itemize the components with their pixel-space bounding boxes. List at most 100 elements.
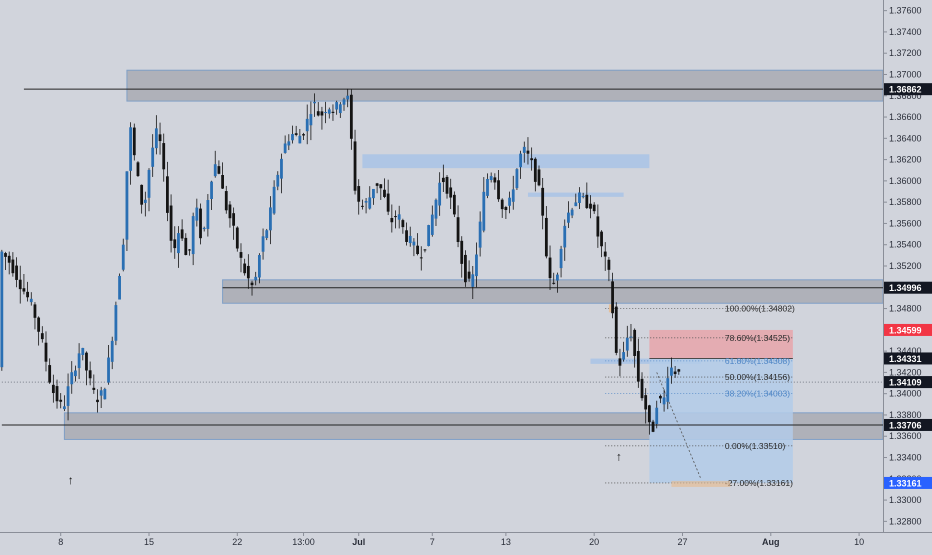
price-tag[interactable] [884,83,932,96]
candle-up[interactable] [121,244,125,270]
candle-down[interactable] [158,134,162,142]
candle-down[interactable] [445,176,449,194]
candle-down[interactable] [379,184,383,189]
candle-down[interactable] [162,143,166,170]
candle-down[interactable] [360,205,364,207]
candle-down[interactable] [614,306,618,353]
candle-up[interactable] [213,164,217,177]
candle-down[interactable] [228,204,232,219]
candle-up[interactable] [666,378,670,402]
candle-up[interactable] [202,227,206,230]
candle-up[interactable] [151,147,155,167]
price-tag[interactable] [884,418,932,431]
candle-up[interactable] [309,114,313,126]
candle-down[interactable] [592,204,596,212]
candle-down[interactable] [633,329,637,356]
candle-down[interactable] [140,184,144,205]
candle-down[interactable] [294,133,298,135]
candle-down[interactable] [544,217,548,257]
candle-down[interactable] [169,205,173,241]
candle-down[interactable] [136,162,140,177]
price-tag[interactable] [884,476,932,489]
candle-up[interactable] [372,188,375,199]
candle-down[interactable] [85,352,88,371]
candle-up[interactable] [471,274,475,287]
candle-down[interactable] [423,249,427,251]
candle-up[interactable] [283,143,287,153]
candle-down[interactable] [537,169,541,186]
candle-up[interactable] [412,241,416,246]
candle-down[interactable] [18,279,22,290]
candle-down[interactable] [59,399,63,402]
candle-up[interactable] [276,174,280,187]
candle-up[interactable] [625,337,629,351]
candle-up[interactable] [578,192,581,203]
candle-up[interactable] [508,197,511,206]
candle-up[interactable] [99,390,103,396]
candle-down[interactable] [331,111,335,113]
candle-up[interactable] [66,386,70,406]
candle-up[interactable] [114,305,118,341]
candle-down[interactable] [235,227,239,249]
position-stop-zone[interactable] [649,329,793,359]
candle-up[interactable] [269,207,272,231]
candle-down[interactable] [375,183,379,186]
candle-up[interactable] [338,104,342,114]
candle-down[interactable] [548,257,552,279]
candle-down[interactable] [199,208,202,239]
candle-down[interactable] [55,386,59,402]
candle-down[interactable] [33,304,37,318]
candle-up[interactable] [482,191,486,231]
price-tag[interactable] [884,376,932,389]
candle-down[interactable] [96,399,99,403]
candle-up[interactable] [559,248,563,269]
candle-up[interactable] [327,109,331,114]
candle-down[interactable] [221,174,224,189]
candle-up[interactable] [177,233,180,254]
candle-up[interactable] [305,118,309,132]
candle-down[interactable] [302,134,305,136]
candle-down[interactable] [217,166,221,174]
candle-down[interactable] [533,158,537,182]
candle-up[interactable] [563,225,567,248]
candle-up[interactable] [662,397,666,405]
candle-down[interactable] [607,259,611,270]
candle-down[interactable] [541,187,545,216]
candle-down[interactable] [4,253,7,257]
candle-up[interactable] [335,102,339,110]
price-tag[interactable] [884,352,932,365]
candle-up[interactable] [324,112,328,114]
candle-down[interactable] [659,395,662,399]
candle-down[interactable] [353,141,357,191]
candle-down[interactable] [224,191,228,211]
candle-down[interactable] [618,358,622,366]
candle-up[interactable] [287,141,291,146]
candle-up[interactable] [622,352,626,360]
candle-up[interactable] [107,357,110,383]
candle-down[interactable] [644,395,648,410]
candle-down[interactable] [357,186,361,202]
candle-up[interactable] [210,181,213,200]
candle-up[interactable] [81,347,85,355]
candle-up[interactable] [342,99,346,105]
candle-down[interactable] [51,384,55,394]
candle-up[interactable] [0,251,4,368]
position-target-zone[interactable] [649,358,793,483]
candle-down[interactable] [464,254,467,283]
candle-up[interactable] [486,178,489,196]
candle-down[interactable] [530,158,534,161]
candle-down[interactable] [11,259,15,274]
candle-down[interactable] [239,252,243,258]
candle-down[interactable] [497,180,500,200]
candle-up[interactable] [438,182,442,206]
candle-up[interactable] [195,207,199,221]
candle-up[interactable] [430,214,434,235]
zone-gray-0[interactable] [126,69,884,102]
candle-up[interactable] [629,336,633,338]
candle-up[interactable] [62,406,66,410]
candle-down[interactable] [467,271,471,279]
candle-up[interactable] [272,186,276,214]
candle-up[interactable] [77,353,81,369]
candle-up[interactable] [567,212,570,223]
candle-down[interactable] [603,251,607,257]
